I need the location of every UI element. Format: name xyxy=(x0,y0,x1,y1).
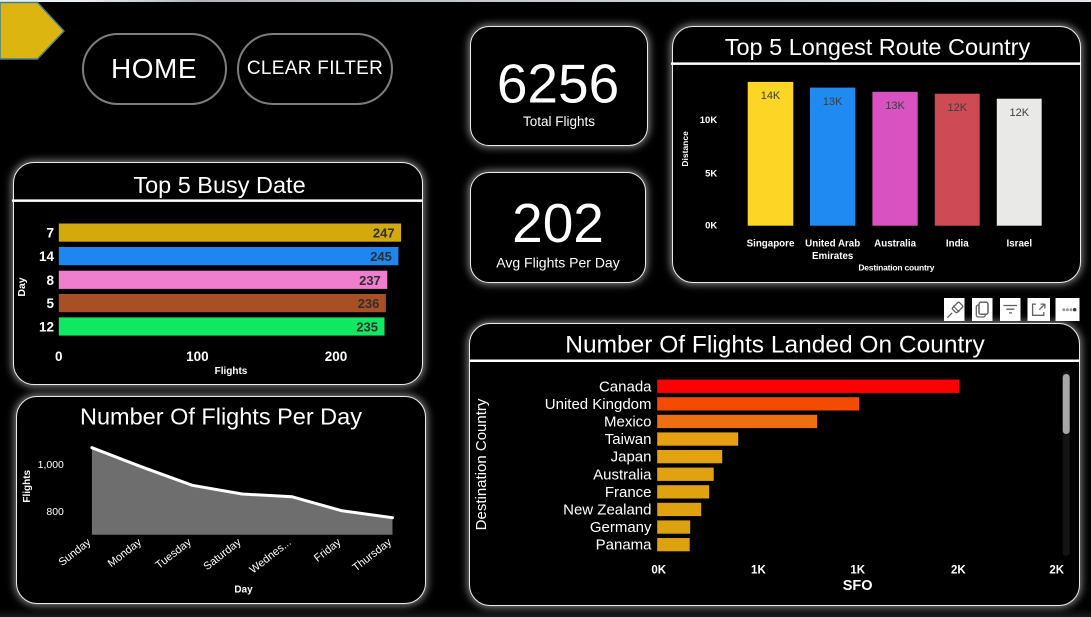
svg-text:Singapore: Singapore xyxy=(747,238,795,249)
svg-text:245: 245 xyxy=(371,249,393,264)
svg-text:202: 202 xyxy=(512,192,604,254)
svg-text:Canada: Canada xyxy=(599,378,652,395)
svg-text:1K: 1K xyxy=(850,565,865,577)
svg-text:247: 247 xyxy=(373,225,395,240)
svg-text:0K: 0K xyxy=(651,565,666,577)
svg-text:Day: Day xyxy=(17,277,28,296)
svg-text:Flights: Flights xyxy=(215,365,248,376)
svg-text:Taiwan: Taiwan xyxy=(605,431,652,448)
svg-text:236: 236 xyxy=(358,296,380,311)
svg-text:Number Of Flights Landed On Co: Number Of Flights Landed On Country xyxy=(565,331,985,358)
svg-text:Top 5 Longest Route Country: Top 5 Longest Route Country xyxy=(725,34,1031,60)
svg-text:12: 12 xyxy=(39,319,54,334)
svg-text:800: 800 xyxy=(46,507,64,518)
svg-text:SFO: SFO xyxy=(842,578,872,594)
svg-text:0: 0 xyxy=(55,348,63,363)
svg-text:12K: 12K xyxy=(948,102,968,114)
svg-text:New Zealand: New Zealand xyxy=(563,502,651,519)
svg-text:Day: Day xyxy=(234,584,253,595)
svg-text:0K: 0K xyxy=(705,220,717,231)
svg-text:13K: 13K xyxy=(823,96,843,108)
svg-text:1,000: 1,000 xyxy=(37,460,63,471)
svg-text:237: 237 xyxy=(360,272,382,287)
svg-text:Avg Flights Per Day: Avg Flights Per Day xyxy=(496,255,619,271)
svg-text:7: 7 xyxy=(47,225,55,240)
svg-text:14: 14 xyxy=(39,249,54,264)
svg-text:Thursday: Thursday xyxy=(350,536,394,574)
svg-text:235: 235 xyxy=(357,319,379,334)
svg-text:France: France xyxy=(605,484,652,501)
svg-text:Australia: Australia xyxy=(593,466,652,483)
svg-text:Tuesday: Tuesday xyxy=(153,536,194,571)
svg-text:Top 5 Busy Date: Top 5 Busy Date xyxy=(134,171,306,197)
svg-text:Number Of Flights Per Day: Number Of Flights Per Day xyxy=(80,404,362,430)
svg-text:200: 200 xyxy=(325,348,348,363)
svg-text:Sunday: Sunday xyxy=(56,536,93,569)
svg-text:Total Flights: Total Flights xyxy=(523,114,595,129)
svg-text:Japan: Japan xyxy=(610,449,651,466)
svg-text:6256: 6256 xyxy=(497,53,619,115)
svg-text:Mexico: Mexico xyxy=(604,414,652,431)
svg-text:India: India xyxy=(946,238,969,249)
svg-text:8: 8 xyxy=(47,272,55,287)
svg-text:Wednes...: Wednes... xyxy=(247,536,293,576)
svg-text:Destination country: Destination country xyxy=(858,262,934,272)
svg-text:Flights: Flights xyxy=(22,469,33,502)
svg-text:5K: 5K xyxy=(705,168,717,179)
svg-text:10K: 10K xyxy=(700,115,718,126)
svg-text:100: 100 xyxy=(187,348,210,363)
svg-text:Israel: Israel xyxy=(1007,238,1033,249)
svg-text:Germany: Germany xyxy=(590,519,652,536)
svg-text:14K: 14K xyxy=(761,90,781,102)
svg-text:United Kingdom: United Kingdom xyxy=(545,396,652,413)
svg-text:United Arab: United Arab xyxy=(805,238,860,249)
svg-text:Distance: Distance xyxy=(680,131,690,167)
svg-text:Friday: Friday xyxy=(312,536,344,565)
svg-text:Australia: Australia xyxy=(874,238,916,249)
svg-text:Panama: Panama xyxy=(595,537,652,554)
svg-text:Emirates: Emirates xyxy=(812,251,854,262)
svg-text:1K: 1K xyxy=(751,565,766,577)
svg-text:12K: 12K xyxy=(1010,107,1030,119)
svg-text:2K: 2K xyxy=(1049,565,1064,577)
svg-text:Saturday: Saturday xyxy=(201,536,243,573)
svg-text:13K: 13K xyxy=(885,100,905,112)
svg-text:5: 5 xyxy=(47,296,55,311)
svg-text:Monday: Monday xyxy=(105,536,144,570)
svg-text:Destination Country: Destination Country xyxy=(473,398,490,530)
svg-text:2K: 2K xyxy=(951,565,966,577)
